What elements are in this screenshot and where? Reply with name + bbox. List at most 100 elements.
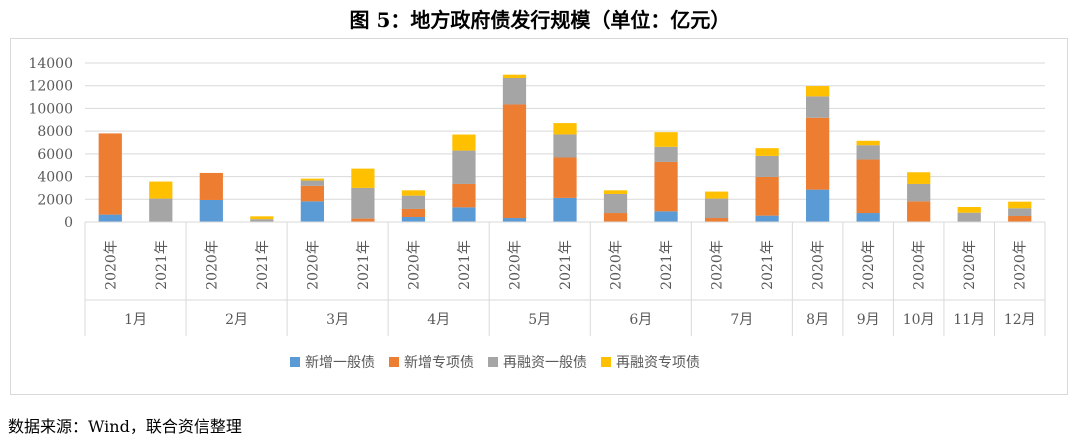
bar-segment <box>199 199 223 222</box>
bar-segment <box>98 214 122 222</box>
x-tick-label: 2020年 <box>305 240 321 290</box>
group-label: 12月 <box>1004 312 1036 328</box>
bar-segment <box>502 104 527 219</box>
bar-segment <box>149 198 173 222</box>
x-tick-label: 2021年 <box>659 240 675 290</box>
x-tick-label: 2021年 <box>356 240 372 290</box>
bar-segment <box>704 218 729 222</box>
bar-segment <box>452 183 476 208</box>
bar-segment <box>98 133 122 215</box>
group-label: 10月 <box>903 312 935 328</box>
bar-segment <box>806 96 830 118</box>
group-label: 2月 <box>225 312 248 328</box>
group-label: 1月 <box>124 312 147 328</box>
bar-segment <box>1008 201 1032 209</box>
bar-segment <box>351 187 375 219</box>
bar-segment <box>149 181 173 199</box>
x-tick-label: 2020年 <box>103 240 119 290</box>
x-tick-label: 2020年 <box>861 240 877 290</box>
bar-segment <box>452 134 476 151</box>
legend-swatch <box>290 357 300 367</box>
legend-label: 再融资专项债 <box>616 355 700 371</box>
legend-label: 新增一般债 <box>305 355 375 371</box>
bar-segment <box>654 146 678 162</box>
bar-segment <box>755 155 779 177</box>
bar-segment <box>907 172 931 184</box>
y-tick-label: 8000 <box>37 124 73 140</box>
bar-segment <box>401 195 426 209</box>
bar-segment <box>957 207 981 213</box>
bar-segment <box>401 208 426 218</box>
legend-swatch <box>488 357 498 367</box>
bar-segment <box>199 172 223 200</box>
bar-segment <box>1008 215 1032 222</box>
x-tick-label: 2020年 <box>1013 240 1029 290</box>
bar-segment <box>553 134 577 158</box>
group-label: 9月 <box>857 312 880 328</box>
bar-segment <box>806 117 830 190</box>
y-tick-label: 14000 <box>28 56 73 72</box>
bar-segment <box>654 161 678 212</box>
bar-segment <box>452 207 476 222</box>
bar-segment <box>755 215 779 222</box>
y-tick-label: 0 <box>64 215 73 231</box>
group-label: 7月 <box>730 312 753 328</box>
y-tick-label: 12000 <box>28 79 73 95</box>
bar-segment <box>553 157 577 198</box>
x-tick-label: 2021年 <box>457 240 473 290</box>
legend-swatch <box>389 357 399 367</box>
bar-segment <box>654 211 678 222</box>
group-label: 6月 <box>629 312 652 328</box>
legend-swatch <box>601 357 611 367</box>
bar-segment <box>300 201 324 222</box>
bar-segment <box>300 180 324 186</box>
bar-segment <box>755 176 779 216</box>
y-tick-label: 10000 <box>28 101 73 117</box>
bar-segment <box>856 140 880 146</box>
y-tick-label: 2000 <box>37 192 73 208</box>
legend-label: 再融资一般债 <box>503 355 587 371</box>
chart-frame <box>10 38 1068 395</box>
x-tick-label: 2021年 <box>558 240 574 290</box>
legend-label: 新增专项债 <box>404 355 474 371</box>
bar-segment <box>452 150 476 184</box>
bar-segment <box>300 185 324 202</box>
x-tick-label: 2020年 <box>962 240 978 290</box>
x-tick-label: 2020年 <box>507 240 523 290</box>
bar-segment <box>351 168 375 188</box>
bar-segment <box>603 193 628 214</box>
bar-segment <box>704 198 729 219</box>
bar-segment <box>856 145 880 160</box>
group-label: 5月 <box>528 312 551 328</box>
x-tick-label: 2020年 <box>710 240 726 290</box>
bar-segment <box>704 191 729 199</box>
x-tick-label: 2020年 <box>406 240 422 290</box>
bar-segment <box>502 218 527 222</box>
chart-title: 图 5：地方政府债发行规模（单位：亿元） <box>349 8 731 32</box>
group-label: 11月 <box>953 312 985 328</box>
bar-segment <box>351 218 375 222</box>
bar-segment <box>907 201 931 222</box>
bar-segment <box>553 123 577 135</box>
x-tick-label: 2021年 <box>760 240 776 290</box>
bar-segment <box>856 213 880 222</box>
bar-segment <box>957 212 981 222</box>
x-tick-label: 2020年 <box>912 240 928 290</box>
bar-segment <box>654 132 678 147</box>
group-label: 4月 <box>427 312 450 328</box>
bar-segment <box>755 148 779 156</box>
bar-segment <box>856 159 880 214</box>
y-tick-label: 4000 <box>37 170 73 186</box>
bar-segment <box>250 216 274 220</box>
bar-segment <box>300 178 324 181</box>
bar-segment <box>1008 208 1032 216</box>
stacked-bar-chart: 0 2000 4000 6000 8000 10000 12000 14000 2020年 202… <box>28 56 1046 371</box>
group-label: 8月 <box>806 312 829 328</box>
bar-segment <box>502 77 527 105</box>
bar-segment <box>502 74 527 78</box>
bar-segment <box>401 190 426 196</box>
x-tick-label: 2020年 <box>811 240 827 290</box>
bar-segment <box>603 213 628 222</box>
bar-segment <box>907 183 931 202</box>
bar-segment <box>806 86 830 97</box>
